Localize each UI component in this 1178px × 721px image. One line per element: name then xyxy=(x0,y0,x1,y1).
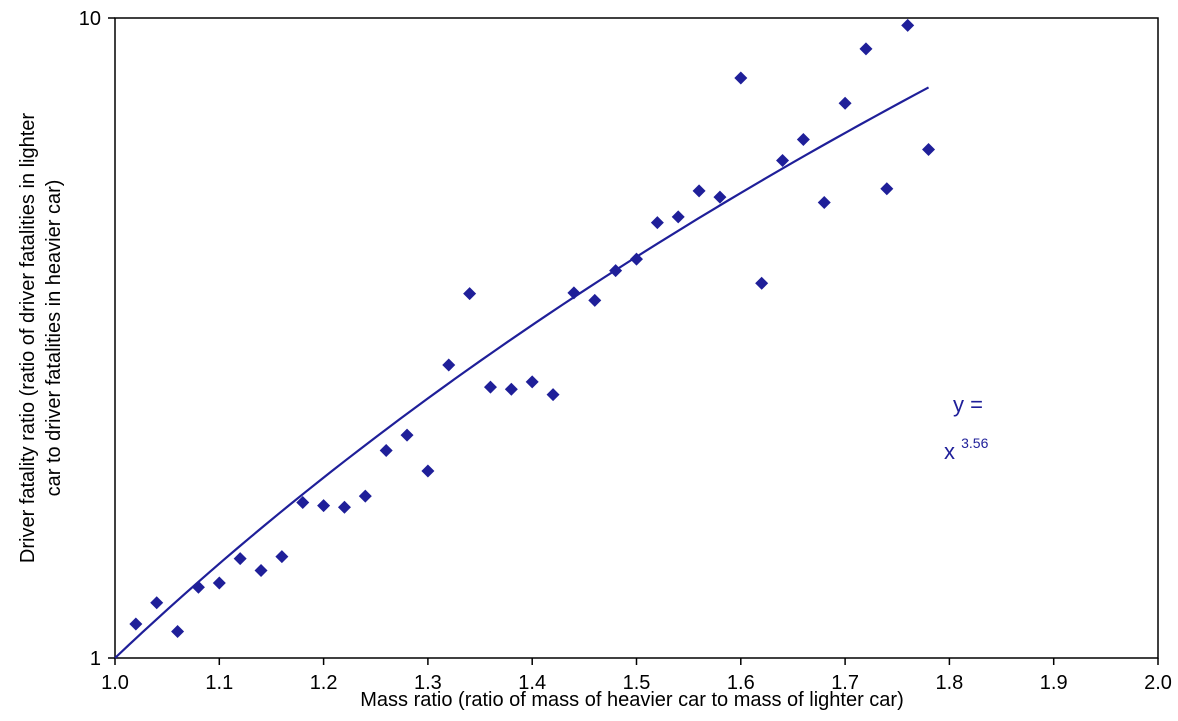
x-tick-label: 1.6 xyxy=(727,672,755,694)
x-tick-label: 1.8 xyxy=(935,672,963,694)
data-point xyxy=(859,42,873,56)
x-tick-label: 1.3 xyxy=(414,672,442,694)
data-point xyxy=(692,184,706,198)
data-point xyxy=(546,388,560,402)
equation-line1: y = xyxy=(953,392,983,417)
y-axis-title-line1: Driver fatality ratio (ratio of driver f… xyxy=(17,113,39,563)
plot-frame xyxy=(114,17,1159,659)
x-tick-label: 1.0 xyxy=(101,672,129,694)
data-point xyxy=(671,210,685,224)
y-tick-label: 1 xyxy=(90,648,101,670)
trendline-group xyxy=(114,86,930,659)
x-axis-ticks: 1.0 1.1 1.2 1.3 1.4 1.5 1.6 1.7 1.8 1.9 2.0 xyxy=(101,658,1172,694)
plot-area xyxy=(114,17,1159,659)
data-point xyxy=(838,96,852,110)
x-tick-label: 1.4 xyxy=(518,672,546,694)
data-point xyxy=(129,617,143,631)
equation-line2: x 3.56 xyxy=(944,435,989,464)
y-axis-ticks: 1 10 xyxy=(79,8,115,670)
data-point xyxy=(796,132,810,146)
data-point xyxy=(463,287,477,301)
x-tick-label: 1.2 xyxy=(310,672,338,694)
data-point xyxy=(567,286,581,300)
equation-base: x xyxy=(944,439,955,464)
data-point xyxy=(233,552,247,566)
x-tick-label: 1.7 xyxy=(831,672,859,694)
data-point xyxy=(922,143,936,157)
data-point xyxy=(817,195,831,209)
data-point xyxy=(880,182,894,196)
data-point xyxy=(358,489,372,503)
data-point xyxy=(776,153,790,167)
trendline xyxy=(114,86,930,659)
x-tick-label: 1.9 xyxy=(1040,672,1068,694)
x-axis-title: Mass ratio (ratio of mass of heavier car… xyxy=(360,689,904,711)
data-point xyxy=(630,252,643,266)
x-tick-label: 1.5 xyxy=(623,672,651,694)
data-point xyxy=(713,190,727,204)
data-point xyxy=(212,576,226,590)
data-point xyxy=(171,625,185,639)
data-point xyxy=(504,382,518,396)
data-point xyxy=(337,500,351,514)
data-point xyxy=(379,443,393,457)
data-points xyxy=(129,18,936,639)
data-point xyxy=(650,216,664,230)
data-point xyxy=(150,596,164,610)
data-point xyxy=(483,380,497,394)
y-tick-label: 10 xyxy=(79,8,101,30)
x-tick-label: 1.1 xyxy=(205,672,233,694)
data-point xyxy=(609,264,623,278)
data-point xyxy=(296,495,310,509)
data-point xyxy=(275,550,289,564)
data-point xyxy=(525,375,539,389)
data-point xyxy=(588,293,602,307)
data-point xyxy=(254,563,268,577)
data-point xyxy=(317,499,331,513)
data-point xyxy=(755,276,769,290)
equation-exponent: 3.56 xyxy=(961,435,988,451)
data-point xyxy=(734,71,748,85)
equation-annotation: y = x 3.56 xyxy=(944,392,989,464)
x-tick-label: 2.0 xyxy=(1144,672,1172,694)
data-point xyxy=(421,464,435,478)
data-point xyxy=(442,358,456,372)
data-point xyxy=(400,428,414,442)
data-point xyxy=(191,580,205,594)
y-axis-title-line2: car to driver fatalities in heavier car) xyxy=(43,180,65,497)
data-point xyxy=(901,18,915,32)
